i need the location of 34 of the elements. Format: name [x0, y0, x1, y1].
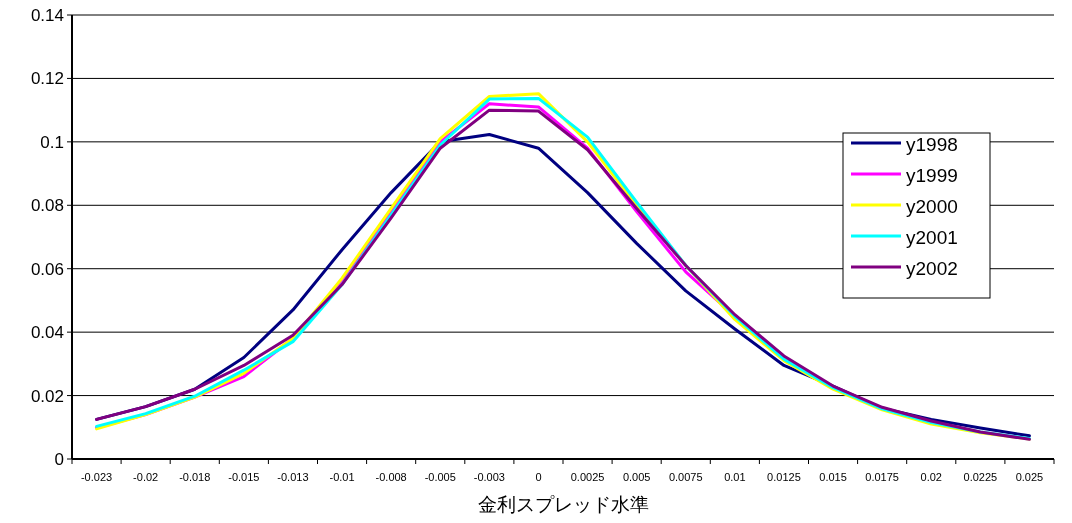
y-tick-label: 0	[54, 450, 64, 469]
y-tick-label: 0.04	[30, 323, 64, 343]
x-tick-label: -0.013	[277, 471, 309, 483]
x-tick-label: 0.025	[1015, 471, 1044, 483]
x-tick-label: 0.015	[819, 471, 847, 483]
x-tick-label: -0.023	[80, 471, 113, 483]
x-tick-label: 0.005	[622, 471, 651, 483]
x-tick-label: 0.0175	[865, 471, 899, 483]
legend-label: y1999	[906, 165, 958, 186]
y-tick-label: 0.14	[30, 6, 64, 25]
x-tick-label: -0.005	[424, 471, 456, 483]
y-tick-label: 0.1	[40, 132, 64, 152]
legend-label: y2002	[906, 258, 958, 279]
x-tick-label: 0.0225	[963, 471, 998, 483]
x-tick-label: 0.01	[724, 471, 746, 483]
legend-label: y1998	[906, 134, 958, 155]
x-axis-title: 金利スプレッド水準	[477, 494, 649, 515]
x-tick-label: 0.0025	[570, 471, 605, 483]
x-tick-label: -0.003	[473, 471, 505, 483]
x-tick-label: 0	[535, 471, 542, 483]
x-tick-label: -0.02	[133, 471, 159, 483]
y-tick-label: 0.02	[30, 386, 64, 406]
x-tick-label: -0.01	[329, 471, 355, 483]
x-tick-label: -0.008	[375, 471, 407, 483]
legend-label: y2000	[906, 196, 958, 217]
y-tick-label: 0.12	[30, 69, 64, 89]
y-tick-label: 0.08	[30, 196, 64, 216]
x-tick-label: 0.0075	[668, 471, 703, 483]
legend-label: y2001	[906, 227, 958, 248]
x-tick-label: 0.0125	[767, 471, 801, 483]
y-tick-label: 0.06	[30, 259, 64, 279]
x-tick-label: -0.018	[179, 471, 211, 483]
x-tick-label: 0.02	[920, 471, 942, 483]
x-tick-label: -0.015	[228, 471, 260, 483]
